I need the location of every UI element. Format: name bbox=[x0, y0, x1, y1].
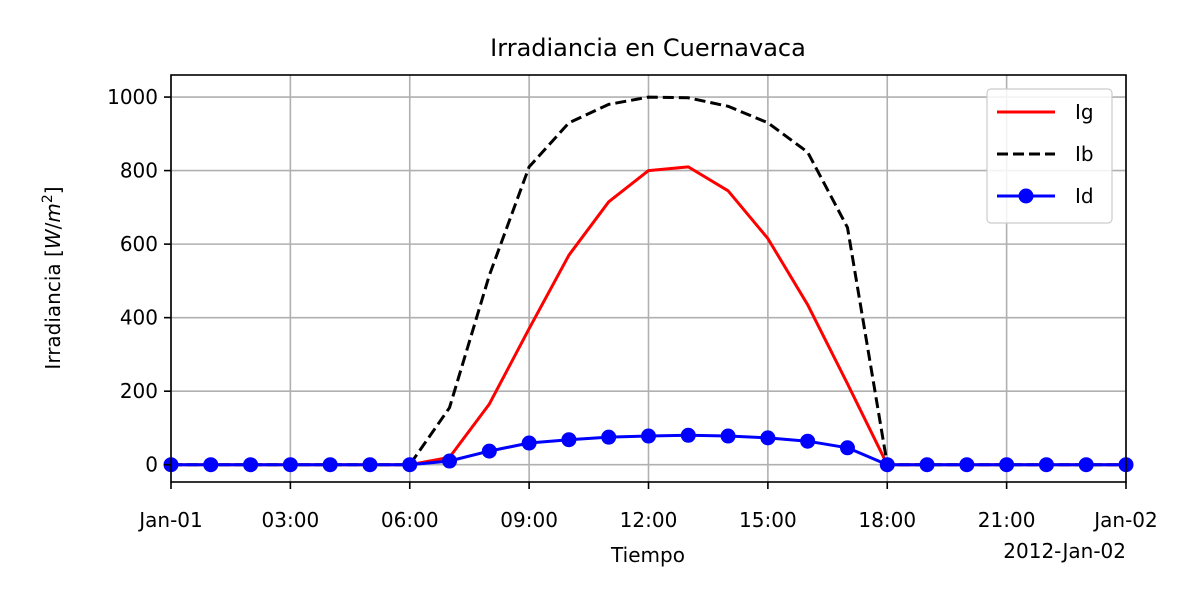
point-id bbox=[282, 457, 298, 473]
point-id bbox=[362, 457, 378, 473]
x-tick-label: 15:00 bbox=[739, 508, 797, 532]
x-tick-label: Jan-02 bbox=[1092, 508, 1158, 532]
y-tick-label: 800 bbox=[120, 159, 158, 183]
y-axis: 0 200 400 600 800 1000 bbox=[107, 85, 171, 477]
point-id bbox=[442, 453, 458, 469]
point-id bbox=[720, 428, 736, 444]
point-id bbox=[203, 457, 219, 473]
point-id bbox=[680, 427, 696, 443]
point-id bbox=[800, 433, 816, 449]
point-id bbox=[641, 428, 656, 444]
point-id bbox=[521, 435, 537, 451]
y-tick-label: 1000 bbox=[107, 85, 158, 109]
y-tick-label: 400 bbox=[120, 306, 158, 330]
x-tick-label: 06:00 bbox=[381, 508, 439, 532]
x-tick-label: Jan-01 bbox=[137, 508, 203, 532]
x-tick-label: 21:00 bbox=[978, 508, 1036, 532]
point-id bbox=[839, 440, 855, 456]
point-id bbox=[481, 443, 497, 459]
legend-label-id: Id bbox=[1075, 184, 1094, 208]
y-tick-label: 600 bbox=[120, 232, 158, 256]
point-id bbox=[1078, 457, 1094, 473]
y-axis-label: Irradiancia [W/m2] bbox=[40, 186, 65, 369]
legend-label-ig: Ig bbox=[1075, 100, 1094, 124]
point-id bbox=[1038, 457, 1054, 473]
series-layer bbox=[163, 95, 1134, 473]
x-tick-label: 12:00 bbox=[620, 508, 678, 532]
point-id bbox=[760, 430, 776, 446]
x-offset-label: 2012-Jan-02 bbox=[1003, 539, 1126, 563]
legend-items: Ig Ib Id bbox=[997, 100, 1094, 208]
x-tick-label: 09:00 bbox=[500, 508, 558, 532]
x-axis: Jan-01 03:00 06:00 09:00 12:00 15:00 18:00 21:0… bbox=[137, 482, 1158, 532]
point-id bbox=[243, 457, 259, 473]
point-id bbox=[322, 457, 338, 473]
point-id bbox=[999, 457, 1015, 473]
legend-box bbox=[986, 88, 1113, 224]
point-id bbox=[959, 457, 975, 473]
legend: Ig Ib Id bbox=[986, 88, 1113, 224]
x-axis-label: Tiempo bbox=[610, 543, 685, 567]
point-id bbox=[561, 432, 577, 448]
x-tick-label: 03:00 bbox=[262, 508, 320, 532]
x-tick-label: 18:00 bbox=[858, 508, 916, 532]
point-id bbox=[601, 429, 617, 445]
point-id bbox=[879, 457, 895, 473]
legend-label-ib: Ib bbox=[1075, 142, 1094, 166]
y-tick-label: 0 bbox=[145, 453, 158, 477]
y-tick-label: 200 bbox=[120, 379, 158, 403]
point-id bbox=[402, 457, 418, 473]
point-id bbox=[919, 457, 935, 473]
chart-title: Irradiancia en Cuernavaca bbox=[490, 34, 806, 62]
legend-marker-id bbox=[1018, 188, 1034, 204]
